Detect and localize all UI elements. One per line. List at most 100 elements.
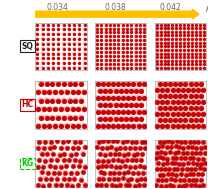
Point: [167, 56, 170, 59]
Point: [38, 159, 41, 162]
Point: [167, 63, 170, 66]
Point: [125, 23, 129, 26]
Point: [66, 183, 69, 186]
Point: [187, 179, 190, 182]
Point: [176, 125, 179, 128]
Point: [130, 43, 133, 46]
Point: [41, 38, 44, 41]
Point: [46, 57, 50, 60]
Point: [184, 173, 188, 176]
Point: [173, 152, 176, 155]
Point: [65, 125, 68, 128]
Point: [109, 103, 112, 106]
Point: [186, 67, 190, 70]
Point: [108, 39, 111, 42]
Point: [108, 47, 111, 50]
Point: [78, 165, 81, 168]
Point: [138, 39, 142, 42]
Point: [78, 57, 81, 60]
Point: [166, 125, 169, 128]
Point: [175, 157, 178, 160]
Point: [171, 173, 174, 176]
Point: [198, 151, 202, 154]
Point: [134, 55, 137, 58]
Point: [127, 110, 130, 113]
Point: [163, 94, 167, 97]
Point: [201, 140, 205, 143]
Point: [98, 153, 102, 156]
Point: [78, 23, 81, 26]
Point: [100, 59, 103, 62]
Point: [194, 34, 198, 37]
Point: [171, 100, 174, 103]
Point: [140, 103, 143, 106]
Point: [49, 158, 53, 161]
Point: [190, 151, 193, 154]
Point: [181, 184, 185, 187]
Point: [159, 45, 162, 48]
Point: [185, 151, 188, 154]
Point: [183, 27, 186, 30]
Point: [111, 158, 115, 161]
Point: [57, 57, 60, 60]
Point: [117, 23, 120, 26]
Point: [59, 146, 63, 149]
Point: [80, 178, 83, 181]
Point: [194, 48, 198, 51]
Point: [114, 89, 117, 92]
Point: [136, 171, 140, 174]
Point: [100, 51, 103, 54]
Point: [48, 91, 51, 94]
Point: [132, 82, 135, 85]
Point: [120, 159, 124, 162]
Point: [104, 118, 107, 121]
Point: [36, 33, 39, 36]
Point: [113, 59, 116, 62]
Point: [51, 82, 54, 85]
Point: [171, 140, 174, 143]
Point: [175, 41, 178, 44]
Point: [109, 89, 112, 92]
Point: [101, 160, 104, 163]
Point: [112, 171, 116, 174]
Point: [186, 52, 190, 55]
Point: [123, 146, 126, 149]
Point: [187, 179, 190, 182]
Point: [159, 150, 162, 153]
Point: [196, 172, 199, 175]
Point: [132, 82, 135, 85]
Point: [198, 63, 202, 66]
Point: [67, 57, 71, 60]
Point: [83, 57, 86, 60]
Point: [83, 38, 86, 41]
Point: [178, 178, 181, 181]
Point: [163, 56, 166, 59]
Point: [95, 63, 99, 66]
Point: [171, 125, 174, 128]
Point: [100, 47, 103, 50]
Point: [125, 51, 129, 54]
Point: [62, 116, 66, 119]
Point: [194, 56, 198, 59]
Point: [130, 158, 134, 161]
Point: [142, 31, 146, 34]
Point: [142, 23, 146, 26]
Point: [72, 62, 76, 65]
Point: [137, 125, 140, 128]
Point: [36, 42, 39, 45]
Point: [132, 125, 135, 128]
Point: [67, 33, 71, 36]
Point: [179, 45, 182, 48]
Point: [116, 159, 120, 162]
Point: [62, 23, 65, 26]
Point: [175, 34, 178, 37]
Point: [196, 163, 199, 166]
Point: [175, 52, 178, 55]
Point: [127, 171, 130, 174]
Point: [202, 41, 206, 44]
Point: [173, 162, 177, 165]
Point: [142, 125, 145, 128]
Point: [160, 184, 163, 187]
Point: [117, 171, 120, 174]
Point: [186, 56, 190, 59]
